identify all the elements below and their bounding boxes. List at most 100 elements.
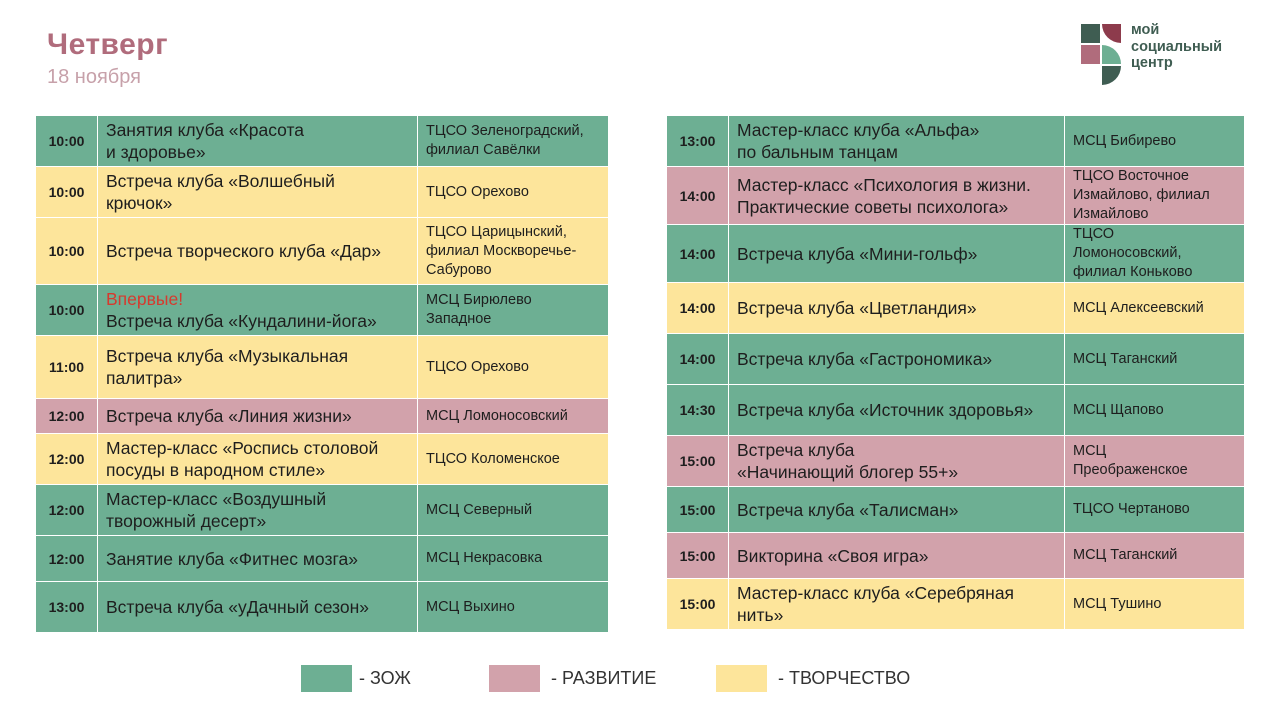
event-cell: Мастер-класс «Воздушный творожный десерт… (97, 484, 418, 536)
event-location-text: МСЦ Ломоносовский (426, 407, 568, 424)
event-location: ТЦСО Орехово (417, 335, 609, 399)
event-title: Встреча клуба «уДачный сезон» (106, 597, 369, 617)
event-cell: Встреча клуба «Гастрономика» (728, 333, 1065, 385)
schedule-row: 14:30 Встреча клуба «Источник здоровья» МС… (666, 384, 1245, 436)
schedule-row: 14:00 Встреча клуба «Гастрономика» МСЦ Таг… (666, 333, 1245, 385)
event-location: МСЦ Преображенское (1064, 435, 1245, 487)
event-location-text: ТЦСО Зеленоградский, филиал Савёлки (426, 123, 584, 158)
logo: мой социальный центр (1079, 22, 1249, 88)
event-time: 15:00 (666, 578, 729, 630)
event-location-text: ТЦСО Коломенское (426, 450, 560, 467)
schedule-row: 15:00 Мастер-класс клуба «Серебряная нить… (666, 578, 1245, 630)
schedule-row: 12:00 Мастер-класс «Роспись столовой посу… (35, 433, 609, 485)
schedule-row: 12:00 Встреча клуба «Линия жизни» МСЦ Ломо… (35, 398, 609, 434)
event-cell: Впервые! Встреча клуба «Кундалини-йога» (97, 284, 418, 336)
event-title: Встреча клуба «Линия жизни» (106, 406, 352, 426)
event-location: ТЦСО Восточное Измайлово, филиал Измайло… (1064, 166, 1245, 225)
event-location-text: МСЦ Щапово (1073, 401, 1164, 418)
event-title: Мастер-класс клуба «Серебряная нить» (737, 583, 1015, 625)
event-cell: Занятия клуба «Красота и здоровье» (97, 115, 418, 167)
schedule-row: 10:00 Встреча творческого клуба «Дар» ТЦСО… (35, 217, 609, 285)
event-cell: Мастер-класс «Роспись столовой посуды в … (97, 433, 418, 485)
page-title: Четверг (47, 28, 169, 61)
event-location: МСЦ Бибирево (1064, 115, 1245, 167)
event-location: ТЦСО Ломоносовский, филиал Коньково (1064, 224, 1245, 283)
event-title: Викторина «Своя игра» (737, 545, 929, 566)
event-location-text: МСЦ Таганский (1073, 547, 1178, 563)
event-location-text: МСЦ Бибирево (1073, 132, 1177, 149)
schedule-row: 15:00 Викторина «Своя игра» МСЦ Таганский (666, 532, 1245, 579)
event-location-text: МСЦ Алексеевский (1073, 299, 1204, 316)
event-cell: Встреча клуба «Линия жизни» (97, 398, 418, 434)
event-location-text: МСЦ Северный (426, 501, 533, 518)
event-cell: Встреча творческого клуба «Дар» (97, 217, 418, 285)
legend-label: - РАЗВИТИЕ (551, 668, 657, 688)
event-location: МСЦ Бирюлево Западное (417, 284, 609, 336)
schedule-table-right: 13:00 Мастер-класс клуба «Альфа» по бальн… (666, 115, 1245, 630)
event-cell: Встреча клуба «Начинающий блогер 55+» (728, 435, 1065, 487)
event-location: ТЦСО Царицынский, филиал Москворечье-Саб… (417, 217, 609, 285)
event-cell: Занятие клуба «Фитнес мозга» (97, 535, 418, 582)
event-title: Мастер-класс «Воздушный творожный десерт… (106, 489, 327, 531)
event-location-text: МСЦ Некрасовка (426, 550, 543, 566)
event-title: Занятие клуба «Фитнес мозга» (106, 548, 358, 569)
page-date: 18 ноября (47, 66, 141, 88)
schedule-row: 10:00 Встреча клуба «Волшебный крючок» ТЦС… (35, 166, 609, 218)
event-time: 13:00 (666, 115, 729, 167)
schedule-row: 10:00 Занятия клуба «Красота и здоровье» Т… (35, 115, 609, 167)
logo-text-line3: центр (1131, 55, 1173, 71)
event-location: ТЦСО Орехово (417, 166, 609, 218)
event-location: МСЦ Северный (417, 484, 609, 536)
event-time: 15:00 (666, 486, 729, 533)
event-location-text: ТЦСО Орехово (426, 358, 529, 375)
event-location-text: ТЦСО Орехово (426, 183, 529, 200)
legend-swatch (301, 665, 352, 692)
event-time: 10:00 (35, 217, 98, 285)
event-title: Встреча клуба «Цветландия» (737, 298, 977, 318)
event-time: 12:00 (35, 484, 98, 536)
event-location-text: ТЦСО Ломоносовский, филиал Коньково (1073, 226, 1193, 280)
event-location-text: МСЦ Тушино (1073, 595, 1162, 612)
event-time: 10:00 (35, 115, 98, 167)
event-cell: Мастер-класс клуба «Альфа» по бальным та… (728, 115, 1065, 167)
event-location: МСЦ Тушино (1064, 578, 1245, 630)
schedule-row: 14:00 Встреча клуба «Мини-гольф» ТЦСО Ломо… (666, 224, 1245, 283)
event-cell: Встреча клуба «Мини-гольф» (728, 224, 1065, 283)
event-location-text: МСЦ Преображенское (1073, 443, 1188, 478)
schedule-table-left: 10:00 Занятия клуба «Красота и здоровье» Т… (35, 115, 609, 633)
schedule-row: 14:00 Встреча клуба «Цветландия» МСЦ Алекс… (666, 282, 1245, 334)
event-cell: Встреча клуба «Источник здоровья» (728, 384, 1065, 436)
event-title: Занятия клуба «Красота и здоровье» (106, 120, 305, 162)
event-title: Встреча клуба «Мини-гольф» (737, 243, 978, 264)
event-time: 13:00 (35, 581, 98, 633)
event-cell: Встреча клуба «Талисман» (728, 486, 1065, 533)
event-time: 15:00 (666, 532, 729, 579)
event-title: Встреча клуба «Музыкальная палитра» (106, 346, 349, 388)
event-cell: Встреча клуба «уДачный сезон» (97, 581, 418, 633)
event-title: Встреча клуба «Начинающий блогер 55+» (737, 440, 959, 482)
event-location-text: МСЦ Выхино (426, 598, 515, 615)
schedule-row: 15:00 Встреча клуба «Начинающий блогер 55… (666, 435, 1245, 487)
schedule-row: 14:00 Мастер-класс «Психология в жизни. П… (666, 166, 1245, 225)
event-location-text: ТЦСО Восточное Измайлово, филиал Измайло… (1073, 168, 1210, 222)
event-location: ТЦСО Коломенское (417, 433, 609, 485)
schedule-row: 12:00 Занятие клуба «Фитнес мозга» МСЦ Нек… (35, 535, 609, 582)
event-time: 14:00 (666, 333, 729, 385)
event-time: 12:00 (35, 433, 98, 485)
event-location: МСЦ Некрасовка (417, 535, 609, 582)
event-time: 10:00 (35, 284, 98, 336)
schedule-row: 13:00 Мастер-класс клуба «Альфа» по бальн… (666, 115, 1245, 167)
event-time: 15:00 (666, 435, 729, 487)
event-title: Встреча клуба «Талисман» (737, 499, 959, 520)
event-title: Мастер-класс «Психология в жизни. Практи… (737, 174, 1031, 217)
schedule-row: 15:00 Встреча клуба «Талисман» ТЦСО Чертан… (666, 486, 1245, 533)
event-cell: Встреча клуба «Волшебный крючок» (97, 166, 418, 218)
legend-swatch (716, 665, 767, 692)
event-location: МСЦ Таганский (1064, 532, 1245, 579)
logo-mark-icon (1081, 24, 1121, 85)
logo-text-line2: социальный (1131, 38, 1222, 55)
event-time: 11:00 (35, 335, 98, 399)
event-time: 14:30 (666, 384, 729, 436)
event-cell: Встреча клуба «Музыкальная палитра» (97, 335, 418, 399)
event-location-text: МСЦ Бирюлево Западное (426, 292, 532, 327)
